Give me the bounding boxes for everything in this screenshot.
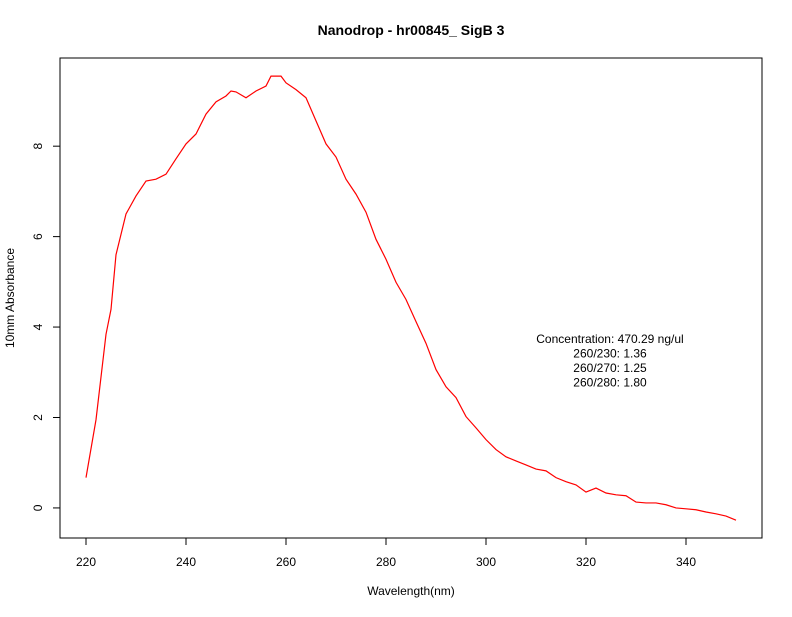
y-axis-title: 10mm Absorbance [3, 248, 17, 348]
plot-box [59, 57, 763, 539]
y-tick-label: 6 [31, 233, 45, 240]
y-tick-label: 2 [31, 414, 45, 421]
x-tick-label: 240 [176, 555, 196, 569]
x-tick-label: 220 [76, 555, 96, 569]
annotation: Concentration: 470.29 ng/ul [536, 332, 683, 346]
y-tick-label: 4 [31, 323, 45, 330]
data-line [85, 75, 737, 521]
annotation: 260/280: 1.80 [573, 376, 647, 390]
annotation: 260/270: 1.25 [573, 361, 647, 375]
x-tick-label: 340 [676, 555, 696, 569]
x-axis-title: Wavelength(nm) [367, 584, 455, 598]
chart-title: Nanodrop - hr00845_ SigB 3 [318, 22, 505, 38]
y-tick-label: 8 [31, 143, 45, 150]
x-tick-label: 320 [576, 555, 596, 569]
x-tick-label: 280 [376, 555, 396, 569]
y-tick-label: 0 [31, 504, 45, 511]
x-tick-label: 300 [476, 555, 496, 569]
x-tick-label: 260 [276, 555, 296, 569]
annotation: 260/230: 1.36 [573, 347, 647, 361]
